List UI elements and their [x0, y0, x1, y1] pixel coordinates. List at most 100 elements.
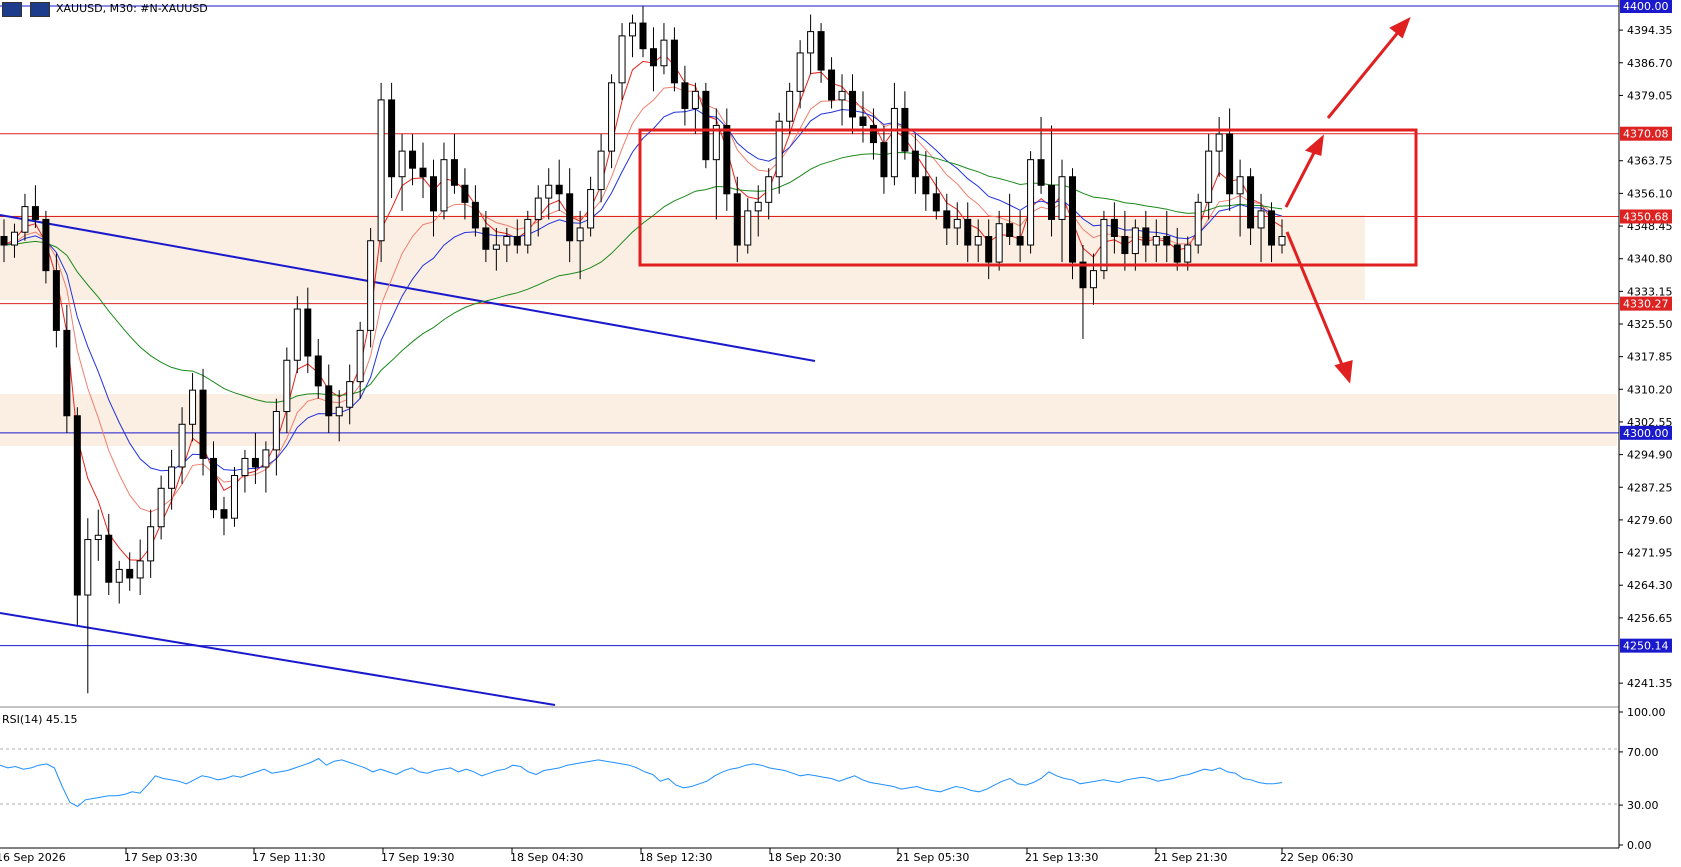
- time-tick-label: 21 Sep 13:30: [1025, 851, 1098, 863]
- candle-body: [31, 206, 39, 220]
- candle-body: [1142, 227, 1150, 246]
- candle-body: [1006, 223, 1014, 237]
- candle-body: [272, 410, 280, 451]
- candle-body: [503, 235, 511, 246]
- candle-body: [723, 125, 731, 195]
- candle-body: [649, 48, 657, 67]
- candle-body: [189, 389, 197, 425]
- arrow-down-icon: [1285, 231, 1347, 373]
- candle-body: [964, 218, 972, 246]
- candle-body: [1236, 176, 1244, 195]
- candle-body: [314, 355, 322, 387]
- candle-body: [995, 223, 1003, 263]
- candle-body: [84, 539, 92, 596]
- price-tick-label: 4379.05: [1627, 89, 1673, 102]
- candle-body: [691, 90, 699, 109]
- horizontal-levels[interactable]: [0, 5, 1619, 647]
- candle-body: [251, 457, 259, 468]
- candle-body: [63, 329, 71, 417]
- candle-body: [94, 534, 102, 541]
- timeframe-icon[interactable]: [30, 2, 50, 17]
- candlesticks: [0, 6, 1286, 694]
- candle-body: [367, 240, 375, 331]
- range-box[interactable]: [638, 128, 1418, 267]
- candle-body: [828, 69, 836, 101]
- candle-body: [618, 35, 626, 84]
- candle-body: [1100, 218, 1108, 272]
- time-tick-label: 16 Sep 2026: [0, 851, 66, 863]
- candle-body: [471, 201, 479, 229]
- price-tick-label: 4287.25: [1627, 481, 1673, 494]
- candle-body: [168, 466, 176, 489]
- candle-body: [849, 90, 857, 118]
- candle-body: [1247, 176, 1255, 229]
- rsi-panel[interactable]: [0, 748, 1619, 807]
- resistance-zone: [0, 215, 1365, 300]
- time-tick-label: 18 Sep 20:30: [768, 851, 841, 863]
- candle-body: [1268, 210, 1276, 246]
- candle-body: [356, 329, 364, 383]
- candle-body: [293, 308, 301, 361]
- candle-body: [440, 159, 448, 212]
- candle-body: [733, 193, 741, 246]
- price-tick-label: 4363.75: [1627, 155, 1673, 168]
- price-tag-label: 4330.27: [1623, 298, 1669, 311]
- candle-body: [210, 457, 218, 511]
- candle-body: [817, 31, 825, 71]
- price-tick-label: 4294.90: [1627, 449, 1673, 462]
- candle-body: [796, 52, 804, 92]
- candle-body: [838, 90, 846, 101]
- price-tag: [1620, 126, 1672, 141]
- candle-body: [1131, 227, 1139, 255]
- candle-body: [702, 90, 710, 161]
- candle-body: [220, 509, 228, 519]
- symbol-label: XAUUSD, M30: #N-XAUUSD: [56, 2, 208, 15]
- time-tick-label: 17 Sep 03:30: [124, 851, 197, 863]
- candle-body: [10, 231, 18, 246]
- price-tag-label: 4250.14: [1623, 640, 1669, 653]
- candle-body: [157, 487, 165, 528]
- candle-body: [398, 150, 406, 178]
- candle-body: [660, 39, 668, 67]
- price-axis[interactable]: 4394.354386.704379.054363.754356.104348.…: [1619, 24, 1673, 690]
- candle-body: [1121, 235, 1129, 255]
- candle-body: [880, 142, 888, 178]
- rsi-tick-label: 100.00: [1627, 706, 1666, 719]
- candle-body: [1226, 133, 1234, 195]
- candle-body: [492, 244, 500, 250]
- candle-body: [1278, 235, 1286, 246]
- candle-body: [974, 235, 982, 246]
- candle-body: [890, 107, 898, 178]
- candle-body: [304, 308, 312, 357]
- candle-body: [911, 150, 919, 178]
- candle-body: [1089, 270, 1097, 289]
- candle-body: [335, 406, 343, 417]
- price-tick-label: 4356.10: [1627, 187, 1673, 200]
- price-tick-label: 4394.35: [1627, 24, 1673, 37]
- chart-type-icon[interactable]: [2, 2, 22, 17]
- price-tick-label: 4279.60: [1627, 514, 1673, 527]
- candle-body: [744, 210, 752, 246]
- price-tick-label: 4333.15: [1627, 285, 1673, 298]
- candle-body: [545, 184, 553, 199]
- candle-body: [419, 167, 427, 178]
- time-axis[interactable]: 16 Sep 2026 17 Sep 03:30 17 Sep 11:30 17 Se…: [0, 848, 1353, 864]
- candle-body: [283, 359, 291, 412]
- price-tick-label: 4264.30: [1627, 579, 1673, 592]
- candle-body: [482, 227, 490, 250]
- candle-body: [1016, 235, 1024, 246]
- price-tick-label: 4386.70: [1627, 57, 1673, 70]
- price-tick-label: 4325.50: [1627, 318, 1673, 331]
- time-tick-label: 21 Sep 21:30: [1154, 851, 1227, 863]
- candle-body: [943, 210, 951, 229]
- candle-body: [775, 120, 783, 178]
- candle-body: [608, 82, 616, 152]
- candle-body: [513, 235, 521, 246]
- lower-trendline[interactable]: [0, 612, 556, 706]
- price-tick-label: 4302.55: [1627, 416, 1673, 429]
- candle-body: [73, 415, 81, 596]
- candle-body: [126, 568, 134, 579]
- candle-body: [1163, 235, 1171, 246]
